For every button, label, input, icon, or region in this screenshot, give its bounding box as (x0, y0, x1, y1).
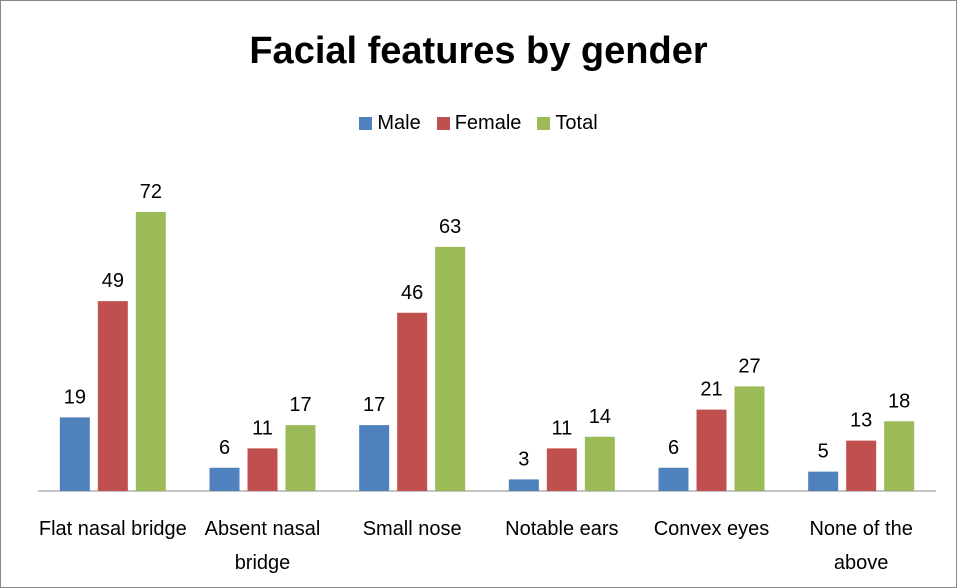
bar (658, 467, 689, 491)
chart-title: Facial features by gender (249, 30, 708, 72)
x-tick-label: None of the above (809, 518, 913, 574)
x-tick-label: Convex eyes (653, 518, 770, 540)
data-label: 27 (738, 355, 760, 377)
legend-item: Total (537, 112, 598, 135)
x-tick-label: Small nose (362, 518, 462, 540)
bar (546, 448, 577, 491)
data-label: 63 (439, 216, 461, 238)
data-label: 18 (888, 390, 910, 412)
data-label: 3 (518, 448, 529, 470)
legend-label: Total (555, 112, 598, 134)
bar (808, 471, 839, 491)
bar (884, 421, 915, 491)
bar (846, 440, 877, 491)
bar (359, 425, 390, 491)
bar (59, 417, 90, 491)
legend: Male Female Total (0, 112, 957, 135)
data-label: 11 (551, 417, 572, 439)
bar (508, 479, 539, 491)
data-label: 17 (289, 394, 311, 416)
legend-swatch (436, 117, 450, 130)
legend-swatch (359, 117, 373, 130)
bar (397, 312, 428, 491)
bar (209, 467, 240, 491)
data-label: 19 (64, 386, 86, 408)
bar (584, 436, 615, 491)
data-label: 11 (252, 417, 273, 439)
data-label: 6 (219, 437, 230, 459)
bar (285, 425, 316, 491)
legend-label: Male (377, 112, 421, 134)
bar (435, 246, 466, 491)
data-label: 6 (668, 437, 679, 459)
bar (97, 301, 128, 491)
data-label: 17 (363, 394, 385, 416)
bar (734, 386, 765, 491)
bar (696, 409, 727, 491)
data-label: 5 (818, 441, 829, 463)
legend-item: Female (436, 112, 522, 135)
legend-swatch (537, 117, 551, 130)
x-tick-label: Absent nasal bridge (204, 518, 321, 574)
data-label: 21 (700, 379, 722, 401)
data-label: 49 (102, 270, 124, 292)
data-label: 46 (401, 282, 423, 304)
bar (135, 212, 166, 491)
data-label: 13 (850, 410, 872, 432)
bar (247, 448, 278, 491)
legend-item: Male (359, 112, 421, 135)
x-tick-label: Flat nasal bridge (38, 518, 187, 540)
data-label: 14 (589, 406, 611, 428)
data-label: 72 (140, 181, 162, 203)
x-tick-label: Notable ears (505, 518, 619, 540)
legend-label: Female (454, 112, 522, 134)
